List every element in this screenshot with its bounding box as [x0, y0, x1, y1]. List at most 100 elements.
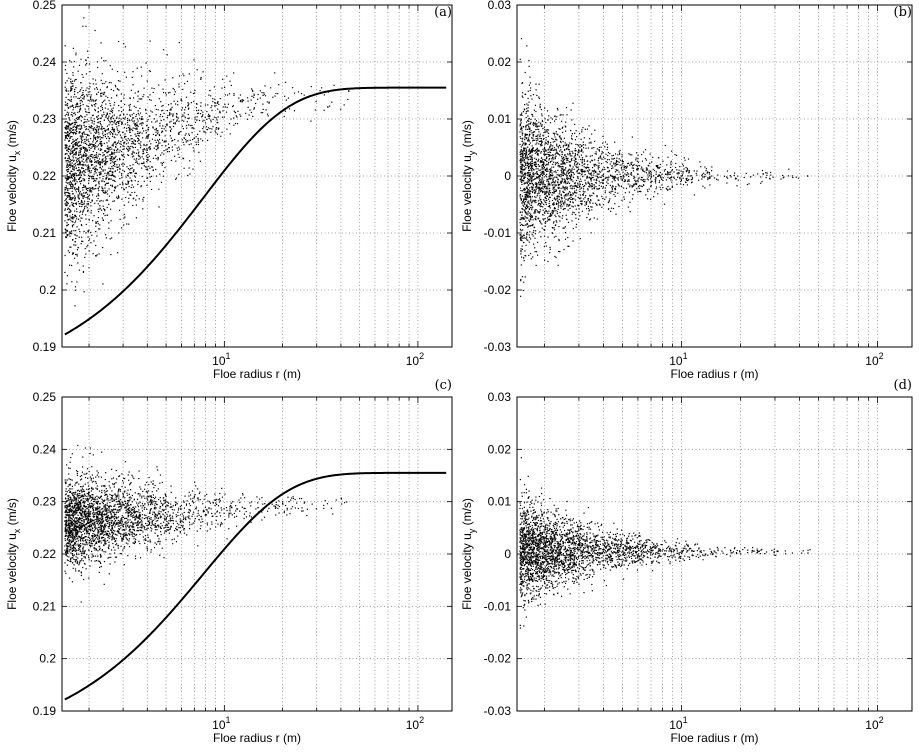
- data-point: [72, 156, 73, 157]
- data-point: [615, 186, 616, 187]
- data-point: [529, 231, 530, 232]
- data-point: [547, 188, 548, 189]
- data-point: [187, 118, 188, 119]
- data-point: [115, 147, 116, 148]
- data-point: [80, 89, 81, 90]
- data-point: [83, 90, 84, 91]
- data-point: [520, 125, 521, 126]
- data-point: [607, 179, 608, 180]
- data-point: [86, 159, 87, 160]
- data-point: [545, 132, 546, 133]
- data-point: [546, 156, 547, 157]
- data-point: [88, 112, 89, 113]
- data-point: [252, 90, 253, 91]
- data-point: [233, 93, 234, 94]
- data-point: [74, 143, 75, 144]
- data-point: [569, 208, 570, 209]
- data-point: [520, 159, 521, 160]
- data-point: [150, 143, 151, 144]
- data-point: [533, 176, 534, 177]
- data-point: [86, 134, 87, 135]
- data-point: [110, 131, 111, 132]
- data-point: [121, 151, 122, 152]
- data-point: [73, 167, 74, 168]
- data-point: [135, 126, 136, 127]
- data-point: [615, 214, 616, 215]
- data-point: [544, 118, 545, 119]
- data-point: [134, 128, 135, 129]
- data-point: [545, 165, 546, 166]
- data-point: [319, 90, 320, 91]
- data-point: [520, 198, 521, 199]
- data-point: [79, 98, 80, 99]
- data-point: [71, 176, 72, 177]
- data-point: [133, 198, 134, 199]
- data-point: [575, 155, 576, 156]
- panel-label: (a): [434, 5, 452, 20]
- data-point: [89, 145, 90, 146]
- data-point: [530, 214, 531, 215]
- data-point: [163, 49, 164, 50]
- data-point: [676, 179, 677, 180]
- data-point: [528, 201, 529, 202]
- data-point: [551, 138, 552, 139]
- data-point: [557, 213, 558, 214]
- data-point: [94, 162, 95, 163]
- data-point: [561, 151, 562, 152]
- data-point: [139, 108, 140, 109]
- data-point: [110, 209, 111, 210]
- data-point: [94, 157, 95, 158]
- data-point: [68, 176, 69, 177]
- data-point: [98, 154, 99, 155]
- data-point: [553, 221, 554, 222]
- data-point: [90, 202, 91, 203]
- data-point: [553, 150, 554, 151]
- data-point: [528, 179, 529, 180]
- data-point: [182, 89, 183, 90]
- data-point: [93, 176, 94, 177]
- data-point: [75, 203, 76, 204]
- data-point: [520, 229, 521, 230]
- data-point: [137, 141, 138, 142]
- data-point: [122, 184, 123, 185]
- data-point: [84, 116, 85, 117]
- data-point: [99, 177, 100, 178]
- data-point: [109, 175, 110, 176]
- data-point: [73, 206, 74, 207]
- data-point: [525, 72, 526, 73]
- data-point: [137, 96, 138, 97]
- data-point: [579, 215, 580, 216]
- data-point: [129, 125, 130, 126]
- data-point: [560, 149, 561, 150]
- data-point: [126, 143, 127, 144]
- data-point: [581, 145, 582, 146]
- data-point: [82, 164, 83, 165]
- data-point: [536, 95, 537, 96]
- data-point: [86, 94, 87, 95]
- data-point: [598, 168, 599, 169]
- data-point: [538, 177, 539, 178]
- data-point: [92, 157, 93, 158]
- data-point: [550, 161, 551, 162]
- data-point: [583, 142, 584, 143]
- data-point: [143, 123, 144, 124]
- data-point: [623, 165, 624, 166]
- data-point: [671, 164, 672, 165]
- data-point: [573, 172, 574, 173]
- data-point: [530, 87, 531, 88]
- data-point: [577, 178, 578, 179]
- data-point: [149, 99, 150, 100]
- data-point: [116, 152, 117, 153]
- data-point: [126, 177, 127, 178]
- data-point: [526, 103, 527, 104]
- data-point: [151, 100, 152, 101]
- data-point: [93, 123, 94, 124]
- data-point: [73, 109, 74, 110]
- data-point: [575, 139, 576, 140]
- data-point: [667, 157, 668, 158]
- data-point: [117, 159, 118, 160]
- data-point: [74, 164, 75, 165]
- data-point: [88, 169, 89, 170]
- data-point: [138, 98, 139, 99]
